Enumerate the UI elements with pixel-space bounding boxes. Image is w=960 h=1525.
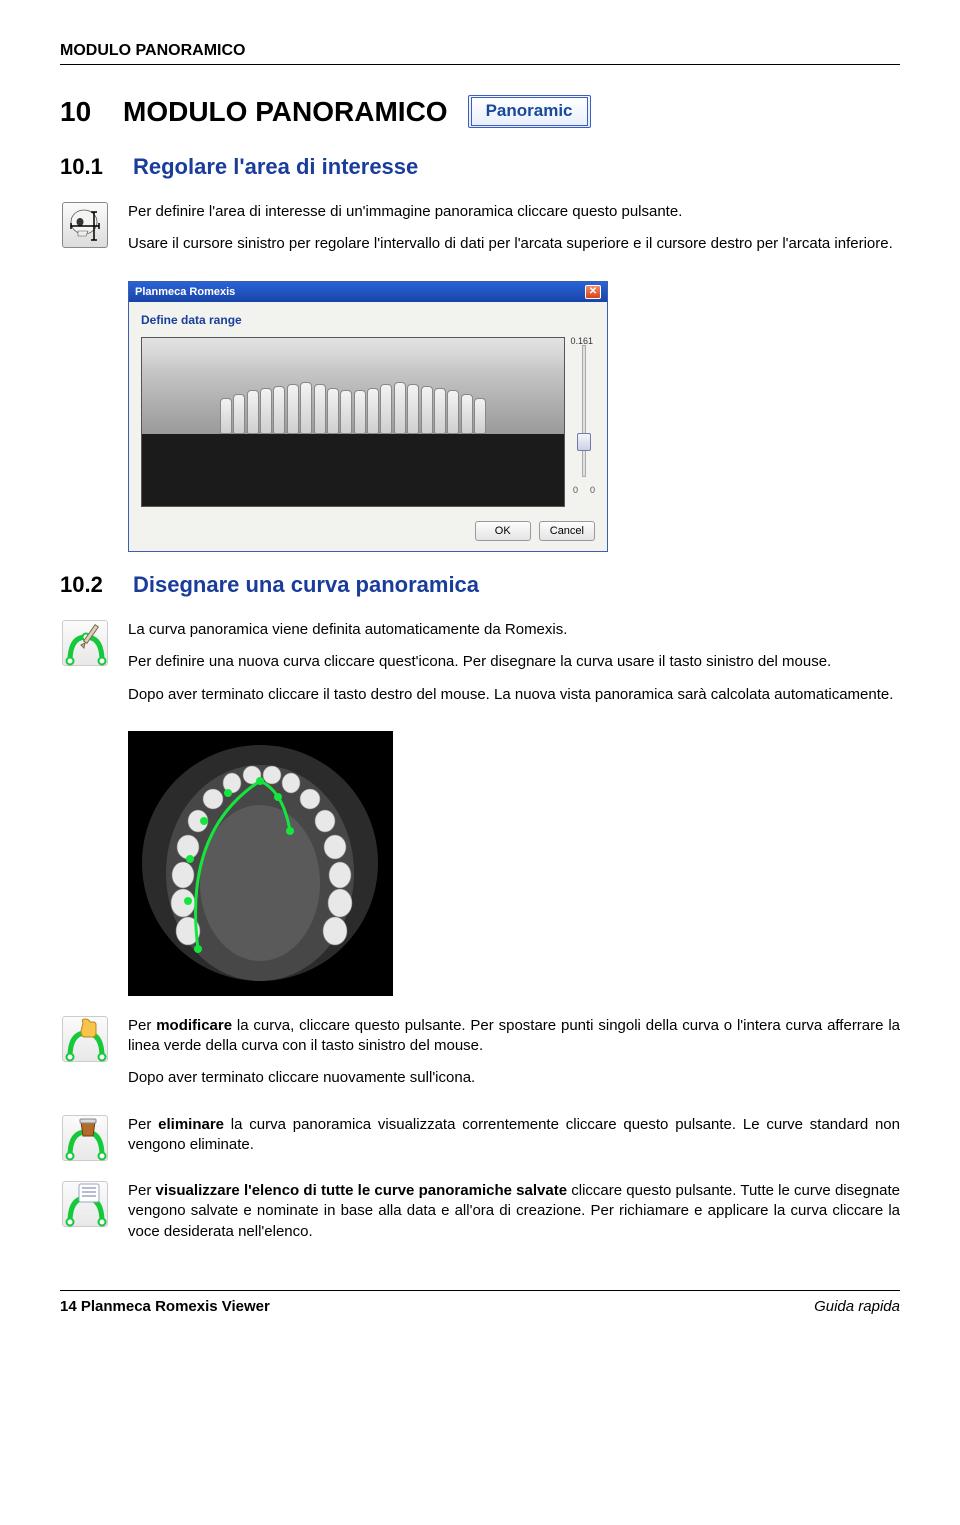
dental-arch-image (128, 731, 393, 996)
paragraph: Per modificare la curva, cliccare questo… (128, 1016, 900, 1057)
page-footer: 14 Planmeca Romexis Viewer Guida rapida (60, 1290, 900, 1317)
close-icon[interactable]: ✕ (585, 285, 601, 299)
dialog-title: Planmeca Romexis (135, 285, 235, 300)
footer-left: 14 Planmeca Romexis Viewer (60, 1297, 270, 1317)
paragraph: La curva panoramica viene definita autom… (128, 620, 900, 640)
dialog-label: Define data range (141, 312, 595, 328)
section-heading-10: 10 MODULO PANORAMICO (60, 93, 448, 131)
data-range-slider[interactable]: 0.161 0 0 (573, 337, 595, 507)
list-curves-icon[interactable] (62, 1181, 108, 1227)
modify-curve-icon[interactable] (62, 1016, 108, 1062)
slider-thumb[interactable] (577, 433, 591, 451)
subheading-number: 10.2 (60, 570, 115, 600)
subsection-heading-10-1: 10.1 Regolare l'area di interesse (60, 152, 900, 182)
define-data-range-dialog: Planmeca Romexis ✕ Define data range (128, 281, 608, 553)
paragraph: Dopo aver terminato cliccare il tasto de… (128, 685, 900, 705)
paragraph: Per definire una nuova curva cliccare qu… (128, 652, 900, 672)
paragraph: Per definire l'area di interesse di un'i… (128, 202, 900, 222)
slider-track (582, 345, 586, 477)
subsection-heading-10-2: 10.2 Disegnare una curva panoramica (60, 570, 900, 600)
paragraph: Per visualizzare l'elenco di tutte le cu… (128, 1181, 900, 1242)
skull-roi-icon[interactable] (62, 202, 108, 248)
subheading-title: Regolare l'area di interesse (133, 152, 418, 182)
panoramic-xray-preview[interactable] (141, 337, 565, 507)
panoramic-button[interactable]: Panoramic (468, 95, 591, 128)
slider-max: 0 (590, 484, 595, 496)
paragraph: Usare il cursore sinistro per regolare l… (128, 234, 900, 254)
heading-title: MODULO PANORAMICO (123, 93, 448, 131)
paragraph: Per eliminare la curva panoramica visual… (128, 1115, 900, 1156)
draw-curve-icon[interactable] (62, 620, 108, 666)
panoramic-button-label: Panoramic (471, 97, 588, 126)
delete-curve-icon[interactable] (62, 1115, 108, 1161)
dialog-titlebar[interactable]: Planmeca Romexis ✕ (129, 282, 607, 303)
paragraph: Dopo aver terminato cliccare nuovamente … (128, 1068, 900, 1088)
skull-svg (66, 206, 104, 244)
slider-min: 0 (573, 484, 578, 496)
heading-number: 10 (60, 93, 105, 131)
footer-right: Guida rapida (814, 1297, 900, 1317)
ok-button[interactable]: OK (475, 521, 531, 542)
subheading-title: Disegnare una curva panoramica (133, 570, 479, 600)
cancel-button[interactable]: Cancel (539, 521, 595, 542)
page-header: MODULO PANORAMICO (60, 40, 900, 65)
subheading-number: 10.1 (60, 152, 115, 182)
